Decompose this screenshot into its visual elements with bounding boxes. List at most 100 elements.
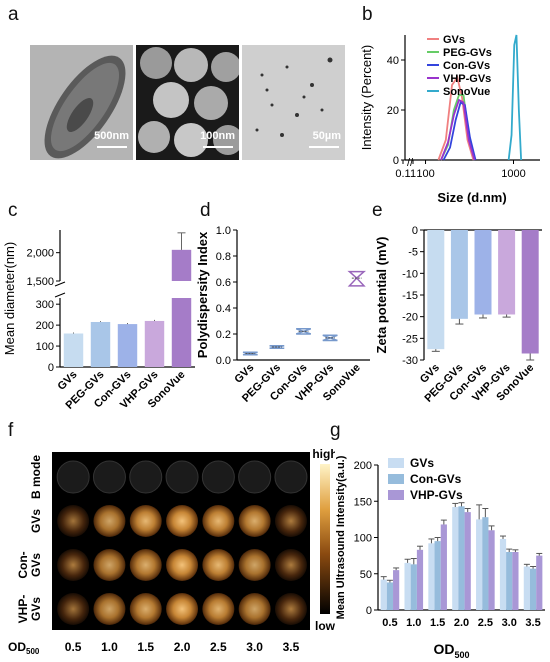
- chart-zeta-potential: 0-5-10-15-20-25-30GVsPEG-GVsCon-GVsVHP-G…: [374, 225, 542, 405]
- axis-break-mark: //: [407, 157, 414, 169]
- y-axis-title: Zeta potential (mV): [374, 236, 389, 353]
- panel-label-a: a: [8, 4, 19, 25]
- bar-SonoVue-upper: [171, 249, 192, 281]
- x-tick-label: 0.5: [65, 640, 82, 654]
- colorbar-low: low: [315, 619, 335, 633]
- y-tick-label: 1.0: [216, 225, 231, 237]
- x-tick-label: 1.5: [137, 640, 154, 654]
- us-well-bmode: [129, 460, 163, 494]
- legend-label: GVs: [410, 456, 434, 470]
- us-well-r2c5: [238, 549, 271, 581]
- scale-text-100nm: 100nm: [200, 130, 235, 142]
- colorbar: [320, 464, 330, 614]
- us-well-r1c1: [93, 505, 126, 537]
- x-tick-label: 2.5: [478, 617, 493, 629]
- bar-Con-GVs-3.5: [529, 568, 537, 610]
- x-tick-label: 1.0: [101, 640, 118, 654]
- us-well-r1c4: [202, 505, 235, 537]
- bar-VHP-GVs: [144, 320, 165, 367]
- y-tick-label: -10: [402, 268, 418, 280]
- y-tick-label: 2,000: [26, 248, 54, 260]
- x-tick-label: 100: [416, 168, 434, 180]
- microscopy-svg: [242, 45, 345, 160]
- y-tick-label: 0.2: [216, 329, 231, 341]
- us-well-bmode: [92, 460, 126, 494]
- y-tick-label: 0.6: [216, 277, 231, 289]
- us-well-r1c6: [274, 505, 307, 537]
- us-well-r3c5: [238, 593, 271, 625]
- y-tick-label: 200: [36, 320, 54, 332]
- scale-text-500nm: 500nm: [94, 130, 129, 142]
- y-tick-label: 0: [393, 155, 399, 167]
- x-tick-label: 1.0: [406, 617, 421, 629]
- us-well-r1c2: [129, 505, 162, 537]
- bar-GVs-1.5: [428, 543, 435, 610]
- legend-swatch: [388, 490, 404, 500]
- us-well-bmode: [238, 460, 272, 494]
- scale-bar: [203, 146, 233, 148]
- y-tick-label: 100: [354, 533, 372, 545]
- bar-Con-GVs-3.0: [506, 552, 513, 610]
- bar-Con-GVs: [117, 324, 138, 367]
- legend-label: Con-GVs: [410, 472, 462, 486]
- x-tick-label: 2.0: [174, 640, 191, 654]
- bar-VHP-GVs: [498, 230, 516, 315]
- row-label: VHP-: [16, 595, 30, 624]
- us-well-r2c3: [166, 549, 199, 581]
- panel-label-c: c: [8, 200, 18, 221]
- y-axis-title: Intensity (Percent): [359, 45, 374, 151]
- legend-label: VHP-GVs: [410, 488, 463, 502]
- x-tick-label: 3.5: [283, 640, 300, 654]
- bar-GVs-0.5: [380, 579, 387, 610]
- y-tick-label: -25: [402, 333, 418, 345]
- scale-bar: [97, 146, 127, 148]
- us-well-r1c3: [166, 505, 199, 537]
- tem-gv-svg: [30, 45, 133, 160]
- row-label: Con-: [16, 551, 30, 578]
- bar-GVs: [427, 230, 445, 350]
- bar-Con-GVs-0.5: [386, 582, 394, 610]
- y-tick-label: 0.4: [216, 303, 231, 315]
- x-tick-label: GVs: [56, 369, 80, 393]
- bar-VHP-GVs-0.5: [393, 570, 400, 610]
- bar-GVs: [63, 333, 84, 367]
- y-tick-label: 50: [360, 569, 372, 581]
- y-tick-label: 0: [366, 605, 372, 617]
- us-well-r3c3: [166, 593, 199, 625]
- us-well-bmode: [56, 460, 90, 494]
- row-label: GVs: [29, 597, 43, 621]
- series-line-Con-GVs: [442, 101, 477, 161]
- bar-VHP-GVs-2.5: [488, 530, 495, 610]
- colorbar-high: high: [312, 447, 335, 461]
- bar-VHP-GVs-1.5: [440, 524, 447, 610]
- x-tick-label: 2.0: [454, 617, 469, 629]
- bar-VHP-GVs-3.0: [512, 552, 519, 610]
- us-well-bmode: [165, 460, 199, 494]
- y-axis-title: Mean diameter(nm): [2, 242, 17, 355]
- legend-label: Con-GVs: [443, 60, 490, 72]
- us-well-r3c4: [202, 593, 235, 625]
- violin-SonoVue: [347, 270, 366, 287]
- us-well-bmode: [274, 460, 308, 494]
- series-line-SonoVue: [507, 34, 523, 161]
- legend-swatch: [388, 474, 404, 484]
- us-well-r2c4: [202, 549, 235, 581]
- panel-label-d: d: [200, 200, 211, 221]
- x-tick-label: 0.1: [395, 168, 410, 180]
- bar-Con-GVs: [474, 230, 492, 315]
- bar-GVs-2.5: [476, 519, 483, 610]
- y-tick-label: -15: [402, 290, 418, 302]
- chart-mean-diameter: 01002003001,5002,000GVsPEG-GVsCon-GVsVHP…: [2, 230, 195, 412]
- us-well-bmode: [201, 460, 235, 494]
- x-tick-label: 3.5: [525, 617, 540, 629]
- y-axis-title: Polydispersity Index: [195, 231, 210, 358]
- tem-image-gv-single: 500nm: [30, 45, 133, 160]
- x-tick-label: 3.0: [502, 617, 517, 629]
- bar-Con-GVs-1.5: [434, 541, 441, 610]
- y-tick-label: -20: [402, 312, 418, 324]
- scale-text-50um: 50µm: [312, 130, 341, 142]
- tem-cluster-svg: [136, 45, 239, 160]
- panel-label-g: g: [330, 420, 341, 441]
- y-tick-label: 150: [354, 496, 372, 508]
